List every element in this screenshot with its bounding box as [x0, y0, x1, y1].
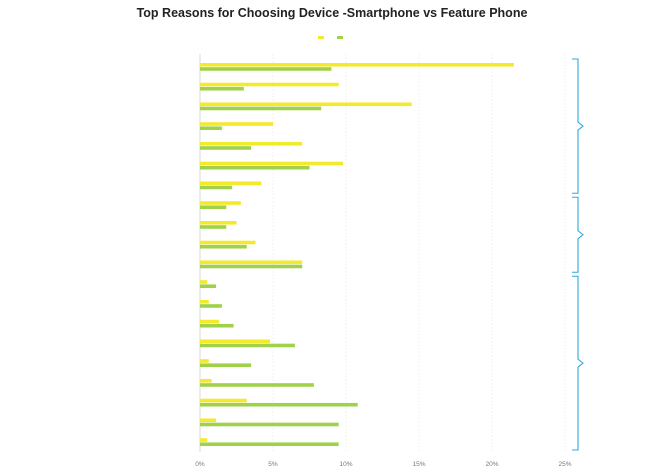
bar-series-2 — [200, 225, 227, 229]
bar-series-2 — [200, 323, 234, 328]
bar-series-1 — [200, 240, 256, 245]
bar-series-2 — [200, 146, 252, 150]
group-bracket — [572, 196, 584, 273]
bar-series-2 — [200, 442, 339, 447]
bar-series-2 — [200, 264, 303, 269]
bar-series-2 — [200, 165, 310, 170]
bar-series-1 — [200, 398, 247, 403]
bar-series-1 — [200, 141, 303, 146]
legend-item-series-1 — [318, 36, 327, 39]
bar-series-1 — [200, 102, 412, 107]
bar-series-1 — [200, 122, 273, 126]
x-tick-label: 20% — [485, 461, 498, 468]
bar-series-1 — [200, 359, 209, 363]
bar-series-2 — [200, 205, 227, 210]
bar-series-1 — [200, 181, 262, 186]
bar-series-1 — [200, 82, 339, 87]
bar-series-1 — [200, 260, 303, 265]
bar-series-2 — [200, 383, 314, 387]
chart-legend — [0, 36, 664, 39]
group-bracket — [572, 275, 584, 451]
bar-series-2 — [200, 304, 222, 308]
legend-item-series-2 — [337, 36, 346, 39]
bar-series-1 — [200, 220, 237, 225]
bar-series-1 — [200, 378, 212, 383]
bar-series-2 — [200, 244, 247, 249]
bar-series-1 — [200, 201, 241, 205]
bar-series-2 — [200, 422, 339, 427]
bar-series-1 — [200, 299, 209, 304]
chart-title: Top Reasons for Choosing Device -Smartph… — [136, 6, 528, 20]
bar-series-2 — [200, 402, 358, 407]
bar-series-1 — [200, 280, 208, 284]
x-tick-label: 0% — [195, 461, 205, 468]
x-tick-label: 5% — [268, 461, 278, 468]
bar-series-1 — [200, 62, 514, 67]
x-tick-label: 10% — [339, 461, 352, 468]
bar-series-2 — [200, 284, 217, 289]
group-bracket — [572, 58, 584, 194]
bar-series-2 — [200, 106, 322, 111]
legend-swatch-series-1 — [318, 36, 324, 39]
bar-series-1 — [200, 161, 344, 166]
bar-series-1 — [200, 339, 271, 344]
legend-swatch-series-2 — [337, 36, 343, 39]
bar-series-1 — [200, 319, 219, 324]
bar-series-2 — [200, 185, 233, 190]
bar-series-2 — [200, 343, 295, 348]
bar-series-2 — [200, 67, 332, 71]
bar-series-2 — [200, 126, 222, 131]
x-tick-label: 25% — [558, 461, 571, 468]
bar-series-1 — [200, 418, 217, 423]
bar-series-1 — [200, 438, 208, 442]
bar-series-2 — [200, 86, 244, 91]
x-tick-label: 15% — [412, 461, 425, 468]
bar-series-2 — [200, 363, 252, 368]
